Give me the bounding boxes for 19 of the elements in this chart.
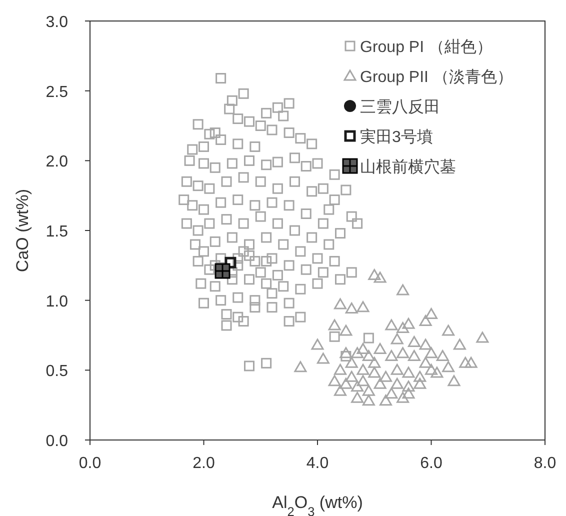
x-axis-title: Al$_{2}$O$_{3}$ (wt%) [272, 493, 363, 516]
y-tick-label: 1.0 [46, 293, 68, 310]
legend-label: Group PI （紺色） [360, 38, 492, 56]
x-tick-label: 2.0 [192, 455, 215, 472]
y-axis-title: CaO (wt%) [13, 188, 32, 272]
legend-label: 実田3号墳 [360, 128, 433, 146]
y-tick-label: 3.0 [46, 14, 68, 31]
y-tick-label: 2.5 [46, 84, 68, 101]
x-tick-label: 6.0 [420, 455, 442, 472]
y-tick-label: 2.0 [46, 154, 68, 171]
legend-label: 三雲八反田 [360, 98, 440, 116]
y-tick-label: 1.5 [46, 224, 68, 240]
legend-label: 山根前横穴墓 [360, 158, 456, 176]
x-tick-label: 4.0 [306, 455, 329, 472]
y-tick-label: 0.5 [46, 363, 68, 380]
x-tick-label: 8.0 [534, 455, 556, 472]
legend-label: Group PII （淡青色） [360, 68, 513, 86]
x-tick-label: 0.0 [78, 455, 102, 472]
y-tick-label: 0.0 [46, 433, 68, 450]
